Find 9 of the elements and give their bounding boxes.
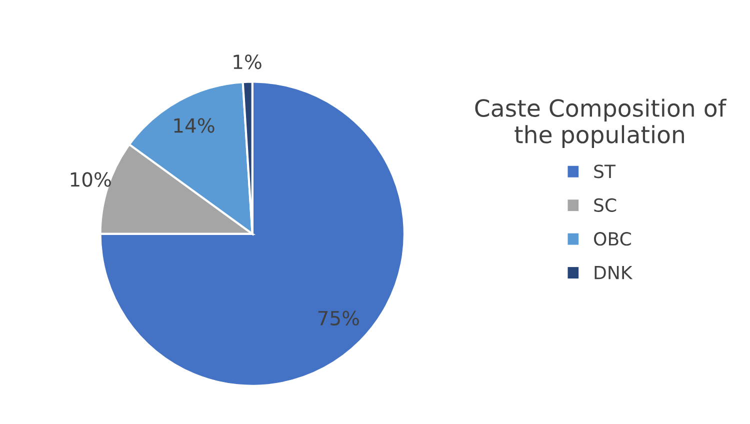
legend-label: SC — [594, 198, 616, 212]
data-label: 14% — [174, 118, 214, 133]
legend-label: ST — [594, 164, 616, 178]
data-label: 1% — [234, 54, 262, 70]
legend-label: OBC — [594, 232, 631, 246]
data-label: 75% — [318, 310, 359, 326]
legend-label: DNK — [594, 266, 633, 280]
data-label: 10% — [70, 172, 111, 187]
legend-title: Caste Composition of the population — [475, 98, 727, 148]
